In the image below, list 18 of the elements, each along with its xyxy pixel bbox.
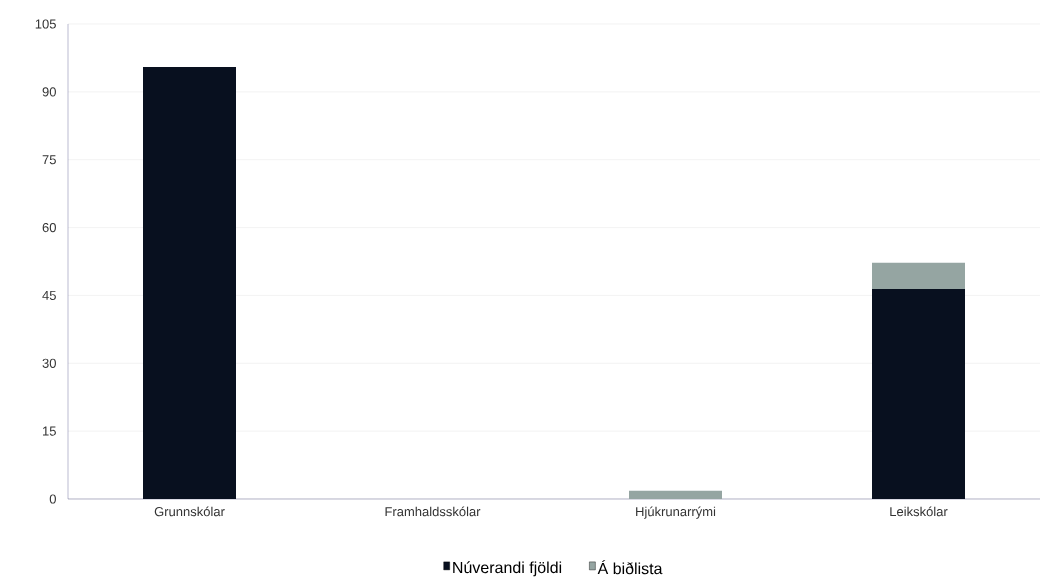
legend-label: Á biðlista xyxy=(597,560,663,575)
x-tick-label: Grunnskólar xyxy=(154,506,225,517)
x-tick-label: Framhaldsskólar xyxy=(385,506,481,517)
y-tick-label: 0 xyxy=(49,494,56,504)
bar xyxy=(872,289,965,499)
y-tick-label: 30 xyxy=(42,358,56,368)
bar xyxy=(143,66,236,499)
y-tick-label: 15 xyxy=(43,426,56,436)
bar xyxy=(872,262,965,290)
legend-label: Núverandi fjöldi xyxy=(453,561,562,577)
x-tick-label: Hjúkrunarrými xyxy=(636,506,716,519)
y-tick-label: 60 xyxy=(42,222,56,233)
y-tick-label: 45 xyxy=(42,290,56,300)
x-tick-label: Leikskólar xyxy=(890,506,948,517)
y-tick-label: 90 xyxy=(42,87,56,97)
y-tick-label: 105 xyxy=(35,19,56,29)
y-tick-label: 75 xyxy=(42,155,56,165)
bar xyxy=(629,490,722,499)
